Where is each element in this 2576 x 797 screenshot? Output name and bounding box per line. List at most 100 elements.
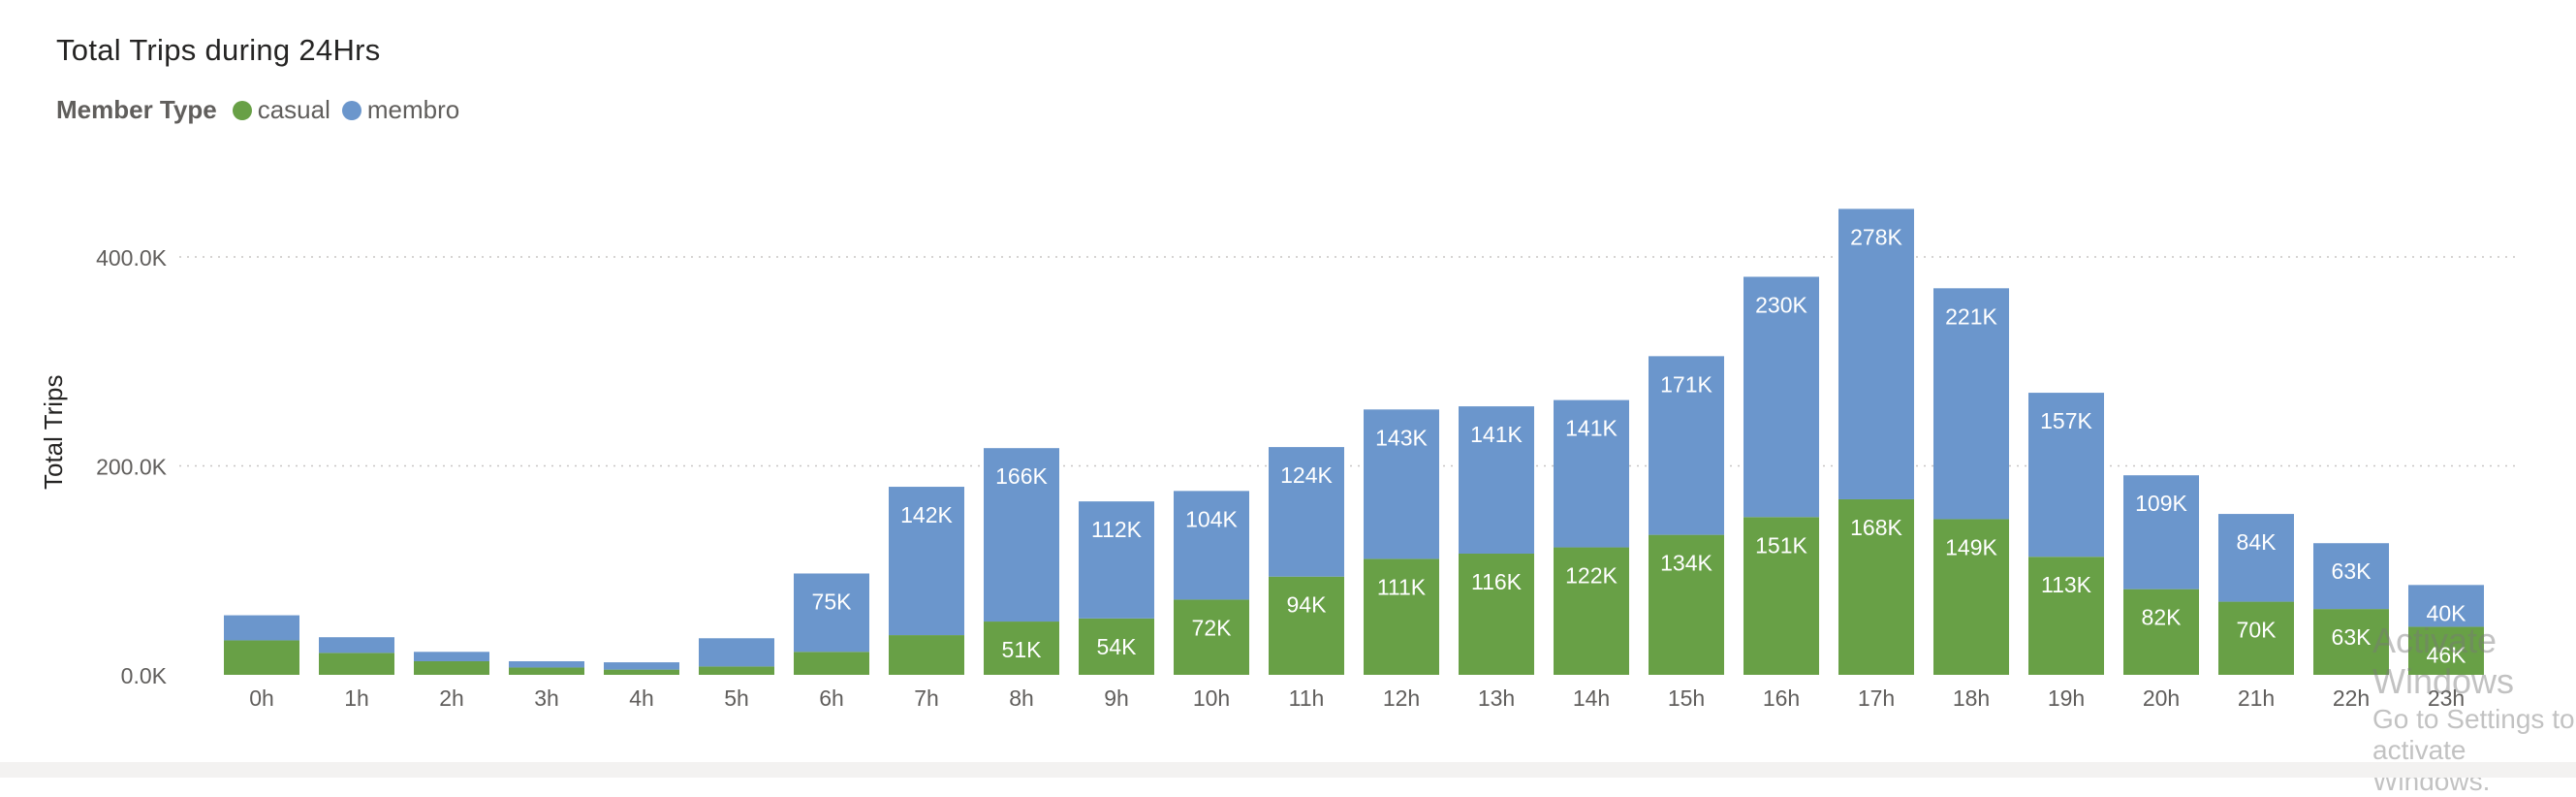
bar-casual-3h[interactable] <box>509 667 584 675</box>
x-tick-label: 8h <box>1009 685 1034 711</box>
x-tick-label: 15h <box>1668 685 1705 711</box>
x-tick-label: 3h <box>534 685 559 711</box>
legend-item-casual[interactable]: casual <box>232 95 330 125</box>
data-label-membro: 104K <box>1185 506 1238 531</box>
bar-casual-16h[interactable] <box>1744 517 1819 675</box>
bar-casual-20h[interactable] <box>2123 589 2199 675</box>
bar-membro-20h[interactable] <box>2123 475 2199 590</box>
bar-casual-19h[interactable] <box>2028 557 2104 675</box>
data-label-membro: 141K <box>1470 422 1523 447</box>
bar-membro-10h[interactable] <box>1174 491 1249 600</box>
bar-casual-6h[interactable] <box>794 652 869 675</box>
bar-membro-7h[interactable] <box>889 487 964 636</box>
bar-casual-8h[interactable] <box>984 622 1059 675</box>
data-label-casual: 72K <box>1192 615 1233 640</box>
bar-membro-16h[interactable] <box>1744 276 1819 518</box>
x-tick-label: 9h <box>1104 685 1129 711</box>
bar-membro-21h[interactable] <box>2218 514 2294 602</box>
data-label-casual: 82K <box>2142 605 2183 630</box>
data-label-casual: 151K <box>1755 532 1807 558</box>
x-tick-label: 4h <box>629 685 654 711</box>
data-label-casual: 70K <box>2237 618 2278 643</box>
bar-casual-7h[interactable] <box>889 635 964 675</box>
bar-membro-14h[interactable] <box>1554 399 1629 548</box>
data-label-membro: 230K <box>1755 292 1807 317</box>
legend-item-casual-label: casual <box>257 95 330 124</box>
bar-casual-5h[interactable] <box>699 666 774 675</box>
x-tick-label: 13h <box>1478 685 1515 711</box>
x-tick-label: 18h <box>1953 685 1990 711</box>
data-label-membro: 171K <box>1660 371 1712 397</box>
bar-membro-8h[interactable] <box>984 448 1059 622</box>
bar-membro-19h[interactable] <box>2028 393 2104 558</box>
legend: Member Type casual membro <box>56 95 471 125</box>
x-tick-label: 23h <box>2428 685 2465 711</box>
bar-casual-1h[interactable] <box>319 653 394 675</box>
bar-membro-13h[interactable] <box>1459 406 1534 555</box>
data-label-membro: 40K <box>2427 600 2467 625</box>
bar-membro-0h[interactable] <box>224 615 299 641</box>
y-tick-label: 200.0K <box>96 455 168 480</box>
x-tick-label: 17h <box>1858 685 1895 711</box>
bar-casual-18h[interactable] <box>1933 519 2009 675</box>
bar-membro-1h[interactable] <box>319 637 394 654</box>
stacked-bar-chart: 0.0K 200.0K 400.0K 0h 1h 2h 3h 4h 5h 75K 6h 142K 7h 5… <box>96 208 2520 711</box>
bar-membro-9h[interactable] <box>1079 501 1154 619</box>
x-tick-label: 5h <box>724 685 749 711</box>
data-label-casual: 113K <box>2041 572 2092 597</box>
bar-membro-11h[interactable] <box>1269 447 1344 577</box>
bar-membro-23h[interactable] <box>2408 585 2484 627</box>
legend-title: Member Type <box>56 95 217 124</box>
y-tick-label: 0.0K <box>121 663 168 688</box>
x-tick-label: 1h <box>344 685 369 711</box>
bar-membro-4h[interactable] <box>604 662 679 670</box>
bar-membro-6h[interactable] <box>794 573 869 653</box>
data-label-casual: 111K <box>1377 574 1427 599</box>
legend-item-membro[interactable]: membro <box>341 95 459 125</box>
bar-casual-9h[interactable] <box>1079 618 1154 675</box>
bar-casual-13h[interactable] <box>1459 554 1534 675</box>
x-tick-label: 11h <box>1289 685 1325 711</box>
data-label-casual: 134K <box>1660 551 1712 576</box>
x-tick-label: 2h <box>439 685 464 711</box>
bar-casual-11h[interactable] <box>1269 576 1344 675</box>
bar-casual-2h[interactable] <box>414 660 489 675</box>
bar-casual-23h[interactable] <box>2408 626 2484 675</box>
data-label-membro: 221K <box>1945 303 1997 329</box>
x-tick-label: 20h <box>2143 685 2180 711</box>
bar-casual-17h[interactable] <box>1838 498 1914 675</box>
data-label-casual: 168K <box>1850 515 1902 540</box>
bar-membro-3h[interactable] <box>509 660 584 668</box>
bar-membro-17h[interactable] <box>1838 208 1914 499</box>
bar-membro-2h[interactable] <box>414 652 489 661</box>
chart-title: Total Trips during 24Hrs <box>56 33 381 67</box>
data-label-casual: 63K <box>2332 624 2372 650</box>
legend-casual-dot-icon <box>232 100 252 120</box>
x-tick-label: 7h <box>914 685 939 711</box>
data-label-membro: 124K <box>1280 462 1333 488</box>
x-tick-label: 22h <box>2333 685 2370 711</box>
data-label-casual: 122K <box>1565 563 1618 589</box>
bar-casual-4h[interactable] <box>604 669 679 675</box>
bar-casual-15h[interactable] <box>1649 534 1724 675</box>
data-label-membro: 166K <box>995 463 1048 489</box>
bar-membro-15h[interactable] <box>1649 356 1724 535</box>
bar-casual-22h[interactable] <box>2313 609 2389 675</box>
data-label-membro: 142K <box>900 502 953 527</box>
bar-casual-14h[interactable] <box>1554 547 1629 675</box>
bar-membro-12h[interactable] <box>1364 409 1439 559</box>
bar-casual-12h[interactable] <box>1364 558 1439 675</box>
legend-membro-dot-icon <box>341 100 361 120</box>
data-label-membro: 112K <box>1091 517 1143 542</box>
bar-casual-10h[interactable] <box>1174 599 1249 675</box>
bar-casual-21h[interactable] <box>2218 601 2294 675</box>
data-label-membro: 141K <box>1565 416 1618 441</box>
data-label-membro: 157K <box>2040 408 2092 433</box>
bar-membro-5h[interactable] <box>699 638 774 667</box>
data-label-casual: 46K <box>2427 642 2467 667</box>
data-label-membro: 84K <box>2237 529 2278 555</box>
data-label-casual: 94K <box>1287 592 1328 618</box>
bar-membro-18h[interactable] <box>1933 288 2009 520</box>
bar-casual-0h[interactable] <box>224 640 299 675</box>
bar-membro-22h[interactable] <box>2313 543 2389 610</box>
